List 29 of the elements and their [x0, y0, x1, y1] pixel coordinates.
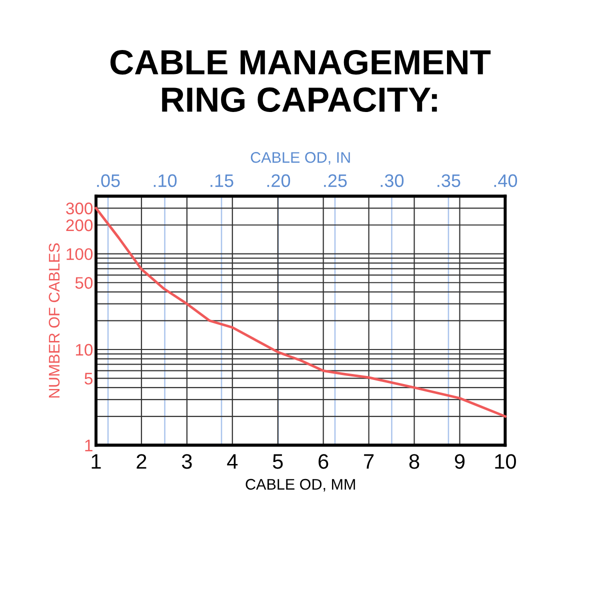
- x-tick-label: 3: [182, 454, 192, 469]
- y-tick-label: 50: [75, 277, 93, 289]
- line-series: [94, 206, 506, 418]
- x-tick-label: 10: [495, 454, 516, 469]
- x2-tick-label: .20: [267, 174, 290, 188]
- x-tick-label: 8: [409, 454, 420, 469]
- y-tick-label: 300: [66, 202, 93, 214]
- x-tick-label: 5: [272, 454, 283, 469]
- x2-tick-label: .35: [438, 174, 460, 188]
- y-tick-label: 10: [76, 344, 93, 356]
- y-axis-title: NUMBER OF CABLES: [48, 243, 60, 398]
- chart-title: CABLE MANAGEMENT RING CAPACITY:: [110, 50, 491, 112]
- y-tick-label: 200: [66, 219, 93, 232]
- x2-axis-title: CABLE OD, IN: [250, 152, 350, 165]
- x2-tick-label: .30: [380, 174, 404, 188]
- y-tick-label: 1: [85, 440, 92, 452]
- x2-tick-label: .15: [210, 174, 234, 188]
- x-tick-label: 4: [227, 454, 238, 469]
- x-tick-label: 2: [136, 454, 146, 469]
- y-tick-label: 100: [66, 248, 93, 260]
- x2-tick-label: .05: [97, 174, 120, 188]
- x2-tick-label: .25: [324, 174, 347, 188]
- x2-tick-label: .10: [154, 174, 177, 188]
- x-tick-label: 7: [364, 454, 374, 469]
- x-axis-title: CABLE OD, MM: [246, 478, 355, 492]
- y-tick-label: 5: [84, 372, 93, 385]
- x-tick-label: 6: [318, 454, 328, 469]
- x2-tick-label: .40: [494, 174, 518, 188]
- x-tick-label: 9: [454, 454, 465, 469]
